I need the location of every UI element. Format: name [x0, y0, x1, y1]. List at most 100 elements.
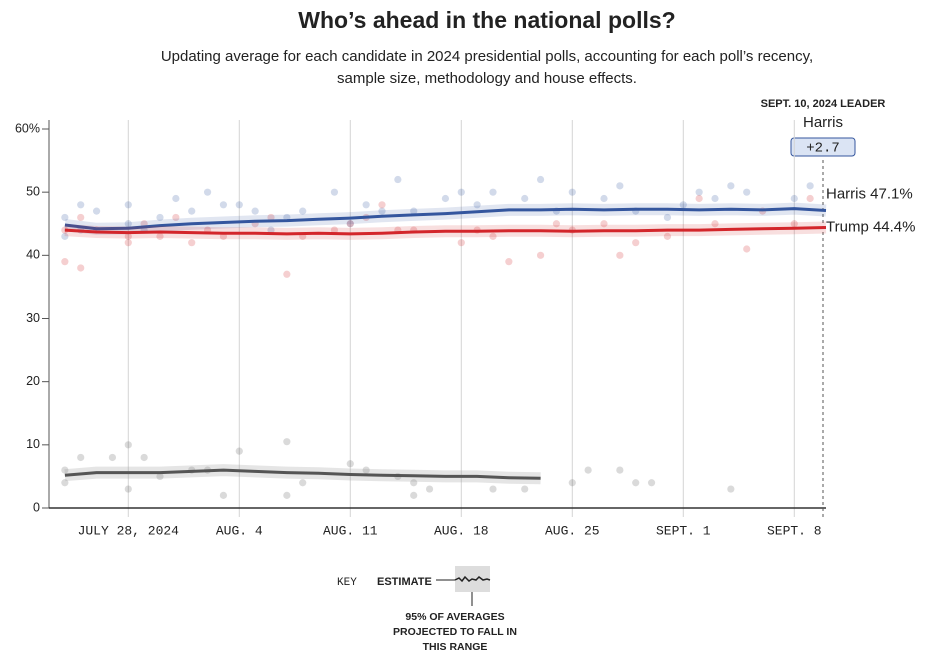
poll-dot	[568, 479, 576, 487]
poll-dot	[77, 213, 85, 222]
key-note: PROJECTED TO FALL IN	[393, 626, 517, 638]
average-line	[64, 468, 541, 480]
poll-dot	[505, 258, 513, 266]
poll-dot	[77, 264, 85, 272]
y-tick-label: 60%	[15, 121, 40, 135]
x-tick-label: JULY 28, 2024	[78, 523, 180, 538]
key-note: THIS RANGE	[423, 641, 488, 653]
poll-dot	[124, 201, 132, 209]
poll-dot	[790, 220, 798, 228]
poll-dot	[441, 194, 450, 203]
x-tick-label: AUG. 18	[434, 523, 489, 538]
poll-dot	[124, 441, 132, 449]
poll-dot	[156, 472, 164, 481]
poll-dot	[600, 194, 608, 203]
poll-dot	[235, 447, 243, 455]
leader-margin: +2.7	[806, 141, 840, 157]
leader-heading: SEPT. 10, 2024 LEADER	[761, 98, 886, 110]
poll-dot	[425, 485, 434, 493]
y-tick-label: 20	[26, 374, 40, 388]
key-line	[454, 575, 491, 583]
poll-dot	[362, 466, 370, 474]
poll-dot	[283, 491, 291, 499]
leader-name: Harris	[803, 114, 843, 131]
y-tick-label: 50	[26, 184, 40, 198]
poll-dot	[489, 232, 497, 240]
poll-dot	[711, 194, 719, 203]
poll-dot	[663, 232, 672, 240]
poll-dot	[330, 226, 339, 234]
poll-dot	[806, 182, 814, 190]
poll-dot	[457, 188, 465, 196]
poll-dot	[203, 188, 212, 196]
poll-dot	[632, 239, 640, 247]
poll-dot	[124, 485, 132, 493]
poll-dot	[410, 479, 418, 487]
poll-dot	[77, 201, 85, 209]
poll-dot	[743, 245, 751, 253]
poll-dot	[632, 479, 640, 487]
poll-dot	[61, 226, 69, 234]
poll-dot	[61, 213, 69, 222]
poll-dot	[806, 194, 814, 203]
poll-dot	[378, 207, 386, 215]
poll-dot	[124, 239, 132, 247]
poll-dot	[219, 201, 228, 209]
poll-dot	[552, 220, 561, 228]
plot-area: JULY 28, 2024 AUG. 4 AUG. 11 AUG. 18 AUG. 25…	[15, 120, 827, 538]
poll-dot	[172, 213, 180, 222]
x-tick-label: AUG. 25	[545, 523, 600, 538]
poll-dot	[77, 453, 85, 462]
poll-dot	[378, 201, 386, 209]
poll-dot	[235, 201, 243, 209]
poll-dot	[219, 491, 228, 499]
poll-dot	[727, 182, 735, 190]
poll-dot	[663, 213, 672, 222]
poll-dot	[790, 194, 798, 203]
poll-dot	[346, 220, 354, 228]
chart-subtitle: sample size, methodology and house effec…	[337, 70, 637, 87]
poll-dot	[346, 460, 354, 468]
poll-dot	[61, 258, 69, 266]
poll-dot	[172, 194, 180, 203]
poll-dot	[536, 175, 545, 184]
poll-dot	[584, 466, 592, 474]
y-tick-label: 0	[33, 500, 40, 514]
poll-dot	[61, 479, 69, 487]
poll-dot	[61, 466, 69, 474]
poll-dot	[188, 239, 196, 247]
leader-box	[790, 137, 856, 157]
poll-dot	[743, 188, 751, 196]
poll-dot	[473, 201, 481, 209]
poll-dot	[124, 232, 132, 240]
poll-dot	[346, 220, 354, 228]
poll-dot	[267, 226, 275, 234]
poll-dot	[108, 453, 117, 462]
poll-dot	[647, 479, 656, 487]
poll-dot	[124, 220, 132, 228]
poll-dot	[616, 466, 624, 474]
poll-dot	[679, 201, 687, 209]
x-tick-label: AUG. 4	[216, 523, 263, 538]
poll-dot	[156, 213, 164, 222]
poll-dot	[521, 194, 529, 203]
poll-dot	[711, 220, 719, 228]
y-tick-label: 40	[26, 248, 40, 262]
poll-dot	[616, 182, 624, 190]
poll-dot	[695, 188, 703, 196]
poll-dot	[394, 175, 402, 184]
poll-dot	[140, 453, 148, 462]
average-line	[64, 207, 827, 231]
chart-title: Who’s ahead in the national polls?	[298, 7, 675, 33]
end-label: Harris 47.1%	[826, 185, 913, 202]
x-tick-label: AUG. 11	[323, 523, 378, 538]
poll-dot	[61, 232, 69, 240]
poll-dot	[568, 188, 576, 196]
key-note: 95% OF AVERAGES	[405, 611, 504, 623]
poll-dot	[536, 251, 545, 259]
key-estimate: ESTIMATE	[377, 576, 432, 588]
poll-dot	[489, 485, 497, 493]
average-line	[64, 226, 827, 236]
poll-dot	[251, 207, 259, 215]
